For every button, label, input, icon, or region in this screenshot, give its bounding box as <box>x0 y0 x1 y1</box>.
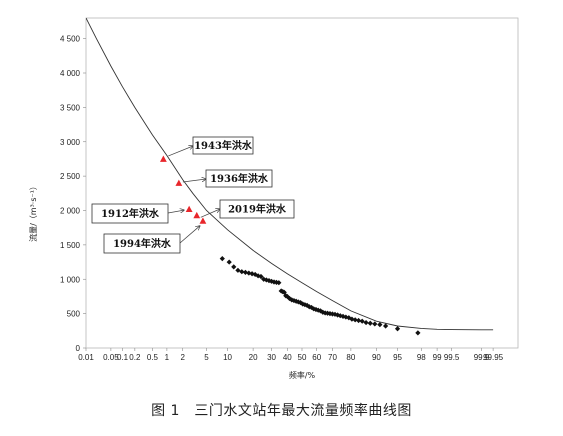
y-tick-label: 0 <box>76 344 81 353</box>
y-tick-label: 1 000 <box>60 275 81 284</box>
x-tick-label: 70 <box>328 353 337 362</box>
historical-flood-point <box>199 217 207 224</box>
x-tick-label: 0.01 <box>78 353 94 362</box>
historical-flood-point <box>193 211 201 219</box>
x-tick-label: 99.95 <box>483 353 504 362</box>
x-tick-label: 0.1 <box>117 353 129 362</box>
historical-flood-point <box>159 155 167 162</box>
annotation-label: 1943年洪水 <box>194 139 253 152</box>
x-tick-label: 90 <box>372 353 381 362</box>
x-tick-label: 0.2 <box>129 353 141 362</box>
observed-point <box>355 317 362 324</box>
x-axis-label: 频率/% <box>289 370 316 380</box>
annotation-box <box>103 233 181 254</box>
x-tick-label: 50 <box>298 353 307 362</box>
x-tick-label: 0.05 <box>103 353 119 362</box>
flood-annotations: 1943年洪水 1936年洪水 1912年洪水 2019年洪水 1994年洪水 <box>91 136 295 254</box>
historical-flood-points <box>159 155 207 224</box>
annotation-arrow <box>200 209 220 218</box>
annotation-label: 2019年洪水 <box>228 203 287 216</box>
x-tick-label: 30 <box>267 353 276 362</box>
x-tick-label: 99.9 <box>474 353 490 362</box>
observed-point <box>235 267 241 273</box>
x-tick-label: 20 <box>249 353 258 362</box>
plot-frame <box>85 17 519 349</box>
historical-flood-point <box>185 205 193 213</box>
frequency-curve <box>86 18 494 331</box>
x-tick-label: 40 <box>283 353 292 362</box>
x-tick-label: 0.5 <box>147 353 159 362</box>
observed-point <box>367 320 373 326</box>
x-tick-label: 5 <box>204 353 209 362</box>
x-tick-label: 99.5 <box>444 353 460 362</box>
observed-point <box>239 269 245 275</box>
annotation-label: 1936年洪水 <box>210 172 269 185</box>
x-tick-label: 99 <box>433 353 442 362</box>
y-tick-label: 4 000 <box>60 69 81 78</box>
annotation-box <box>219 199 295 219</box>
annotation-label: 1994年洪水 <box>113 237 172 250</box>
y-axis-ticks: 0 500 1 000 1 500 2 000 2 500 3 000 3 500 4 000 4… <box>60 35 86 353</box>
y-tick-label: 4 500 <box>60 35 81 44</box>
annotation-arrow <box>167 210 184 214</box>
x-tick-label: 1 <box>165 353 170 362</box>
y-tick-label: 3 500 <box>60 103 81 112</box>
observed-point <box>415 330 421 336</box>
x-tick-label: 80 <box>346 353 355 362</box>
figure-caption: 图 1 三门水文站年最大流量频率曲线图 <box>151 403 412 419</box>
annotation-box <box>192 136 254 155</box>
annotation-arrow <box>168 146 193 157</box>
x-tick-label: 10 <box>223 353 232 362</box>
x-tick-label: 95 <box>393 353 402 362</box>
observed-points <box>219 256 421 336</box>
historical-flood-point <box>175 179 183 186</box>
observed-point <box>219 256 225 262</box>
observed-point <box>394 326 401 332</box>
observed-point <box>258 273 264 280</box>
observed-point <box>231 264 237 270</box>
x-axis-ticks: 0.01 0.050.1 0.2 0.5 1 2 5 10 20 30 40 50 60 70 80 90 95… <box>78 348 504 362</box>
y-tick-label: 1 500 <box>60 241 81 250</box>
observed-point <box>352 317 358 323</box>
y-tick-label: 500 <box>67 310 81 319</box>
observed-point <box>377 322 383 328</box>
observed-point <box>226 259 232 265</box>
annotation-arrow <box>179 226 200 244</box>
observed-point <box>383 323 389 329</box>
annotation-box <box>205 169 273 188</box>
observed-point <box>363 319 369 326</box>
annotation-label: 1912年洪水 <box>101 207 160 220</box>
observed-point <box>372 321 378 327</box>
x-tick-label: 60 <box>312 353 321 362</box>
y-axis-label: 流量/（m³·s⁻¹） <box>28 182 38 242</box>
observed-point <box>276 280 282 286</box>
annotation-arrow <box>182 179 206 183</box>
y-tick-label: 3 000 <box>60 138 81 147</box>
y-tick-label: 2 000 <box>60 207 81 216</box>
x-tick-label: 98 <box>417 353 426 362</box>
observed-point <box>359 318 365 324</box>
x-tick-label: 2 <box>180 353 185 362</box>
y-tick-label: 2 500 <box>60 172 81 181</box>
observed-point <box>242 269 249 275</box>
annotation-box <box>91 203 169 224</box>
